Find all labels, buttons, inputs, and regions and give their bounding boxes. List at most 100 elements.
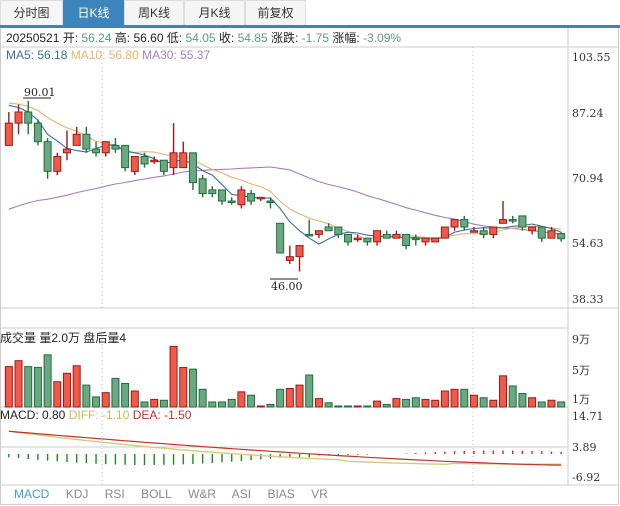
volume-bar xyxy=(324,402,333,408)
candle-body xyxy=(508,219,517,222)
change-label: 涨跌: xyxy=(270,31,299,45)
candle-body xyxy=(314,230,323,235)
indicator-tab-bias[interactable]: BIAS xyxy=(267,487,295,501)
candle-body xyxy=(460,219,469,228)
candle-body xyxy=(92,148,101,154)
candle-body xyxy=(479,230,488,235)
indicator-tab-vr[interactable]: VR xyxy=(311,487,328,501)
volume-bar xyxy=(43,354,52,408)
low-label: 低: xyxy=(166,31,183,45)
volume-bar xyxy=(169,345,178,408)
indicator-tab-rsi[interactable]: RSI xyxy=(104,487,125,501)
candle-body xyxy=(33,122,42,143)
candle-body xyxy=(169,152,178,169)
indicator-tab-boll[interactable]: BOLL xyxy=(141,487,172,501)
indicator-tab-wr[interactable]: W&R xyxy=(188,487,217,501)
volume-bar xyxy=(92,396,101,408)
diff-line xyxy=(8,430,562,466)
candle-body xyxy=(218,189,227,202)
candle-body xyxy=(411,237,420,241)
candle-body xyxy=(537,226,546,239)
candle-body xyxy=(4,122,13,146)
tab-intraday[interactable]: 分时图 xyxy=(0,0,63,25)
volume-bar xyxy=(101,392,110,408)
ma5-line xyxy=(8,104,562,245)
tab-forward-adjusted[interactable]: 前复权 xyxy=(245,0,306,25)
volume-bar xyxy=(469,394,478,408)
candle-body xyxy=(431,237,440,243)
ma10-value: MA10: 56.80 xyxy=(70,48,139,62)
volume-bar xyxy=(62,372,71,408)
price-axis-tick: 87.24 xyxy=(572,107,604,120)
chart-frame xyxy=(0,28,619,505)
close-label: 收: xyxy=(218,31,235,45)
dea-line xyxy=(8,430,562,466)
candle-body xyxy=(121,144,130,169)
candle-body xyxy=(82,133,91,150)
price-axis-tick: 70.94 xyxy=(572,172,604,185)
volume-bar xyxy=(460,388,469,408)
candle-body xyxy=(305,233,314,237)
volume-bar xyxy=(285,387,294,408)
candle-body xyxy=(518,215,527,228)
volume-bar xyxy=(247,394,256,408)
volume-bar xyxy=(343,405,352,408)
candle-body xyxy=(150,159,159,163)
candle-body xyxy=(343,233,352,243)
indicator-tab-kdj[interactable]: KDJ xyxy=(65,487,89,501)
candle-body xyxy=(392,233,401,239)
tab-underline xyxy=(0,25,620,28)
volume-bar xyxy=(130,390,139,408)
volume-bar xyxy=(489,399,498,408)
volume-bar xyxy=(72,365,81,408)
volume-bar xyxy=(237,391,246,408)
price-axis-tick: 54.63 xyxy=(572,237,604,250)
volume-bar xyxy=(305,374,314,408)
candle-body xyxy=(24,111,33,124)
macd-axis-tick: 14.71 xyxy=(572,410,604,423)
candle-body xyxy=(256,196,265,200)
volume-bar xyxy=(557,401,566,408)
candle-body xyxy=(421,237,430,243)
candle-body xyxy=(557,233,566,240)
macd-legend: MACD: 0.80 DIFF: -1.10 DEA: -1.50 xyxy=(0,408,191,422)
candle-body xyxy=(72,133,81,146)
macd-axis-tick: -6.92 xyxy=(572,471,601,484)
open-value: 56.24 xyxy=(81,31,112,45)
candle-body xyxy=(499,219,508,224)
tab-weekly-kline[interactable]: 周K线 xyxy=(124,0,184,25)
volume-panel-label: 成交量 量2.0万 盘后量4 xyxy=(0,331,127,345)
volume-bar xyxy=(208,401,217,408)
macd-axis-tick: 3.89 xyxy=(572,441,597,454)
volume-axis-tick: 1万 xyxy=(572,393,590,406)
volume-bar xyxy=(111,377,120,408)
period-tab-bar: 分时图 日K线 周K线 月K线 前复权 xyxy=(0,0,620,26)
candle-body xyxy=(130,156,139,172)
high-price-marker: 90.01 xyxy=(24,86,56,99)
indicator-tab-asi[interactable]: ASI xyxy=(231,487,252,501)
candle-body xyxy=(101,141,110,154)
price-axis-tick: 38.33 xyxy=(572,293,604,306)
volume-bar xyxy=(508,385,517,408)
candle-body xyxy=(247,193,256,202)
volume-bar xyxy=(392,398,401,408)
candle-body xyxy=(266,200,275,204)
volume-bar xyxy=(382,403,391,408)
indicator-tab-bar: MACD KDJ RSI BOLL W&R ASI BIAS VR xyxy=(14,487,341,501)
volume-bar xyxy=(256,405,265,408)
volume-bar xyxy=(227,398,236,408)
tab-monthly-kline[interactable]: 月K线 xyxy=(184,0,245,25)
volume-bar xyxy=(33,366,42,408)
candle-body xyxy=(188,152,197,183)
candle-body xyxy=(237,189,246,206)
indicator-tab-macd[interactable]: MACD xyxy=(14,487,50,501)
candle-body xyxy=(14,111,23,124)
volume-bar xyxy=(373,400,382,408)
tab-daily-kline[interactable]: 日K线 xyxy=(63,0,124,25)
volume-bar xyxy=(431,399,440,408)
change-value: -1.75 xyxy=(301,31,330,45)
candle-body xyxy=(547,230,556,239)
volume-bar xyxy=(363,405,372,408)
volume-bar xyxy=(159,399,168,408)
